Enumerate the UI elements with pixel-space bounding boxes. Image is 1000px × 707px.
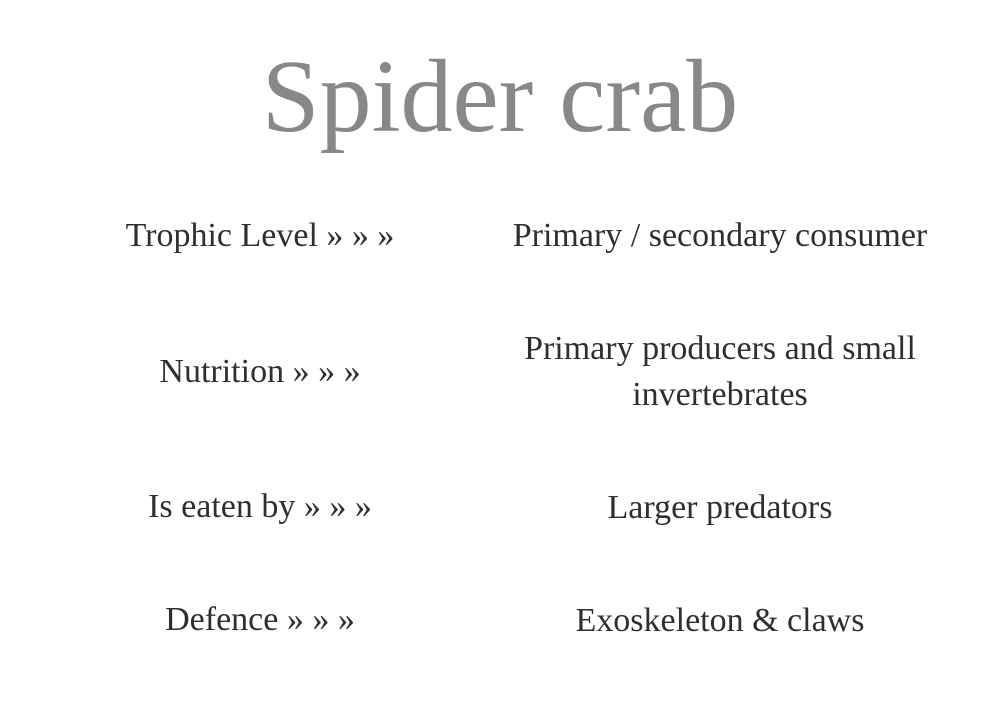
row-value: Primary / secondary consumer [480,213,960,259]
row-label: Nutrition » » » [40,350,480,394]
row-label: Trophic Level » » » [40,214,480,258]
row-value: Exoskeleton & claws [480,598,960,644]
row-label: Is eaten by » » » [40,485,480,529]
row-value: Larger predators [480,485,960,531]
slide: Spider crab Trophic Level » » » Primary … [0,0,1000,707]
row-defence: Defence » » » Exoskeleton & claws [40,598,960,644]
row-value: Primary producers and small invertebrate… [480,326,960,418]
info-rows: Trophic Level » » » Primary / secondary … [40,179,960,677]
row-is-eaten-by: Is eaten by » » » Larger predators [40,485,960,531]
slide-title: Spider crab [40,40,960,154]
row-trophic-level: Trophic Level » » » Primary / secondary … [40,213,960,259]
row-label: Defence » » » [40,598,480,642]
row-nutrition: Nutrition » » » Primary producers and sm… [40,326,960,418]
